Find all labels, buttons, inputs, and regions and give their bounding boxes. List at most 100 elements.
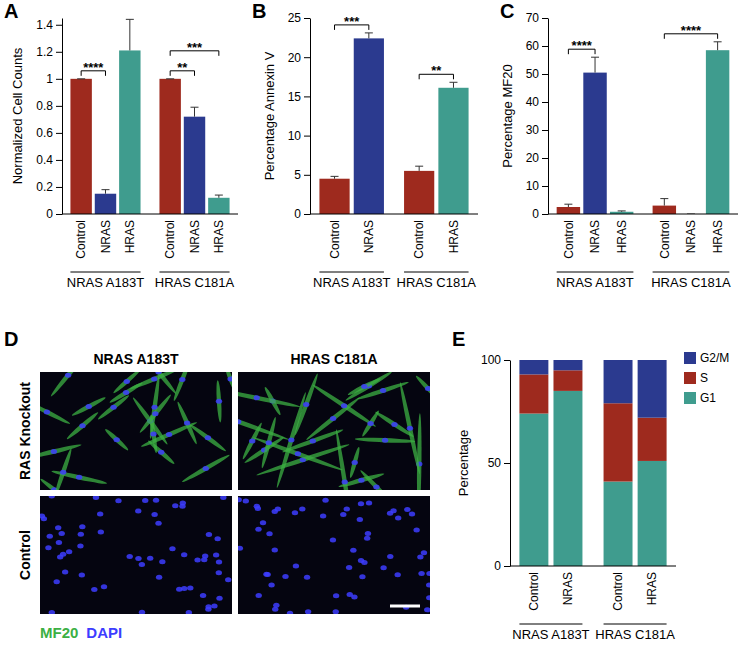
y-tick: 20 xyxy=(526,151,548,165)
nucleus xyxy=(299,507,305,512)
y-tick-label: 10 xyxy=(526,179,540,193)
x-tick: HRAS xyxy=(711,214,725,253)
x-tick: HRAS xyxy=(212,214,226,253)
y-tick-mark xyxy=(542,130,548,131)
nucleus xyxy=(202,553,208,558)
y-tick-label: 20 xyxy=(288,51,302,65)
x-tick: Control xyxy=(328,214,342,259)
error-cap xyxy=(215,195,223,196)
nucleus xyxy=(216,560,222,565)
myotube xyxy=(109,381,144,405)
nucleus xyxy=(426,583,430,588)
error-cap xyxy=(618,210,626,211)
nucleus xyxy=(172,503,178,508)
nucleus xyxy=(194,557,200,562)
y-tick-label: 0.8 xyxy=(36,99,53,113)
nucleus xyxy=(158,450,164,455)
error-cap xyxy=(126,19,134,20)
bar-segment xyxy=(604,482,633,566)
myotube xyxy=(334,429,355,490)
nucleus xyxy=(320,513,326,518)
micrograph xyxy=(40,496,232,614)
y-tick-mark xyxy=(304,214,310,215)
error-bar xyxy=(191,107,199,116)
y-axis-title: Percentage MF20 xyxy=(500,64,515,167)
bar xyxy=(95,194,116,214)
y-tick-mark xyxy=(504,463,510,464)
x-tick: HRAS xyxy=(447,214,461,253)
y-tick-mark xyxy=(56,187,62,188)
y-tick-label: 15 xyxy=(288,90,302,104)
y-tick: 10 xyxy=(288,129,310,143)
x-tick-label: HRAS xyxy=(645,572,659,605)
nucleus xyxy=(51,449,57,454)
significance-label: *** xyxy=(187,40,203,55)
x-axis: ControlNRASControlHRAS xyxy=(310,214,478,259)
error-bar xyxy=(77,78,85,79)
group-line xyxy=(404,272,469,273)
bar xyxy=(354,38,384,214)
myotube xyxy=(374,410,415,439)
legend-label: G1 xyxy=(700,391,716,405)
nucleus xyxy=(93,496,99,500)
nucleus xyxy=(49,496,55,499)
x-tick-label: Control xyxy=(658,220,672,259)
group-label: NRAS A183T xyxy=(67,275,144,290)
error-stem xyxy=(419,166,420,171)
group-line xyxy=(653,272,730,273)
y-tick-label: 1.4 xyxy=(36,18,53,32)
y-axis-title: Percentage xyxy=(456,430,471,497)
nucleus xyxy=(264,572,270,577)
y-tick-label: 10 xyxy=(288,129,302,143)
y-tick-mark xyxy=(56,106,62,107)
y-tick: 0 xyxy=(294,207,310,221)
nucleus xyxy=(256,593,262,598)
bar-segment xyxy=(519,374,548,413)
nucleus xyxy=(238,497,242,502)
nucleus xyxy=(214,536,220,541)
nucleus xyxy=(101,584,107,589)
x-tick: HRAS xyxy=(645,566,659,605)
nucleus xyxy=(342,479,348,484)
y-tick-mark xyxy=(56,79,62,80)
myotube xyxy=(348,446,361,478)
y-tick: 20 xyxy=(288,51,310,65)
nucleus xyxy=(152,411,158,416)
bar xyxy=(184,117,205,214)
nucleus xyxy=(216,596,222,601)
myotube xyxy=(176,401,199,445)
nucleus xyxy=(268,582,274,587)
panel: ANormalized Cell Counts*********00.20.40… xyxy=(4,0,238,290)
nucleus xyxy=(357,517,363,522)
nucleus xyxy=(413,528,419,533)
x-tick: Control xyxy=(562,214,576,259)
myotube xyxy=(181,453,231,484)
micrograph-background xyxy=(40,496,232,614)
nucleus xyxy=(310,438,316,443)
group-label: NRAS A183T xyxy=(313,275,390,290)
nucleus xyxy=(266,440,272,445)
y-axis-title: Normalized Cell Counts xyxy=(10,47,25,184)
nucleus xyxy=(213,552,219,557)
significance-label: ** xyxy=(431,63,442,78)
legend-swatch xyxy=(684,352,696,364)
bar xyxy=(70,79,91,214)
y-tick: 50 xyxy=(488,456,510,470)
nucleus xyxy=(366,500,372,505)
y-tick-mark xyxy=(304,57,310,58)
x-tick: Control xyxy=(527,566,541,611)
nucleus xyxy=(113,437,119,442)
nucleus xyxy=(181,552,187,557)
x-tick: NRAS xyxy=(188,214,202,253)
y-axis: 0510152025 xyxy=(288,11,311,221)
y-tick: 1.2 xyxy=(36,45,62,59)
group-label: HRAS C181A xyxy=(651,275,731,290)
x-tick: NRAS xyxy=(561,566,575,605)
y-tick-mark xyxy=(56,52,62,53)
error-bar xyxy=(564,204,572,207)
myotube xyxy=(112,372,141,395)
bar xyxy=(706,50,729,214)
nucleus xyxy=(79,573,85,578)
significance-label: **** xyxy=(83,60,104,75)
error-bar xyxy=(166,78,174,79)
